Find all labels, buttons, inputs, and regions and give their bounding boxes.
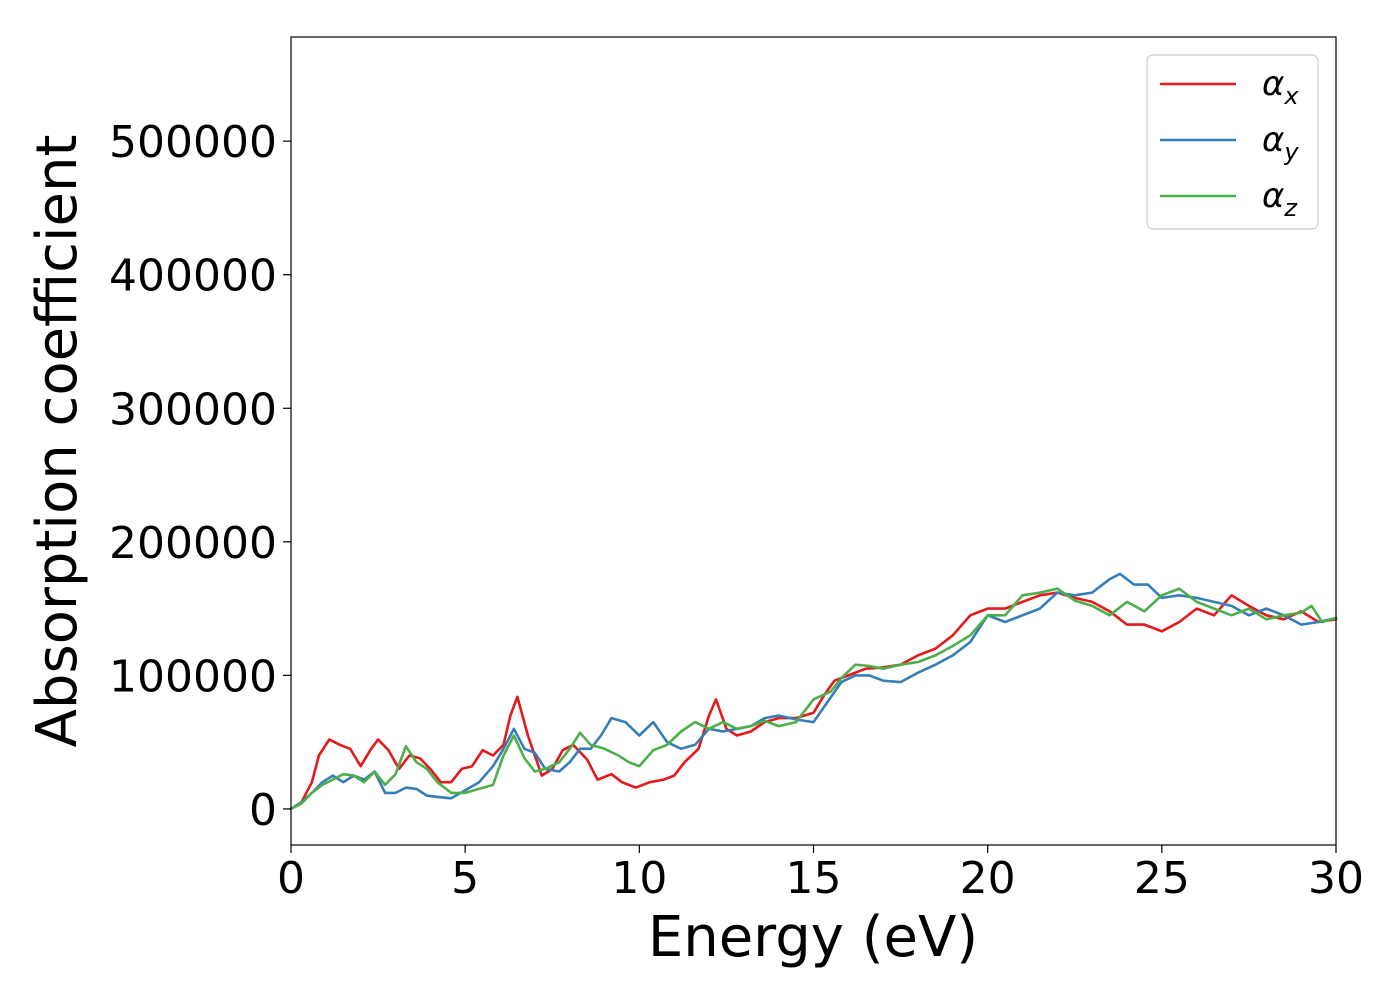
y-tick-label: 200000: [109, 518, 277, 569]
y-tick-label: 300000: [109, 384, 277, 435]
y-axis-title: Absorption coefficient: [25, 135, 90, 748]
legend-label-z: αz: [1262, 176, 1298, 222]
x-tick-label: 10: [611, 853, 667, 904]
series-line-y: [289, 572, 1338, 811]
legend: αx αy αz: [1146, 54, 1319, 230]
legend-label-y: αy: [1262, 120, 1299, 166]
x-axis-title: Energy (eV): [648, 905, 978, 970]
y-tick-label: 500000: [109, 117, 277, 168]
x-tick-label: 20: [960, 853, 1016, 904]
x-tick-label: 5: [451, 853, 479, 904]
legend-box: [1146, 54, 1319, 230]
legend-label-x: αx: [1262, 64, 1299, 110]
y-tick-label: 0: [249, 785, 277, 836]
y-tick-label: 400000: [109, 251, 277, 302]
series-line-x: [289, 591, 1338, 811]
y-axis-ticks: 0 100000 200000 300000 400000 500000: [109, 117, 291, 836]
y-tick-label: 100000: [109, 651, 277, 702]
x-tick-label: 30: [1308, 853, 1364, 904]
series-line-z: [289, 587, 1338, 811]
plot-lines: [289, 572, 1338, 811]
x-axis-ticks: 0 5 10 15 20 25 30: [277, 845, 1364, 904]
x-tick-label: 25: [1134, 853, 1190, 904]
x-tick-label: 15: [786, 853, 842, 904]
x-tick-label: 0: [277, 853, 305, 904]
